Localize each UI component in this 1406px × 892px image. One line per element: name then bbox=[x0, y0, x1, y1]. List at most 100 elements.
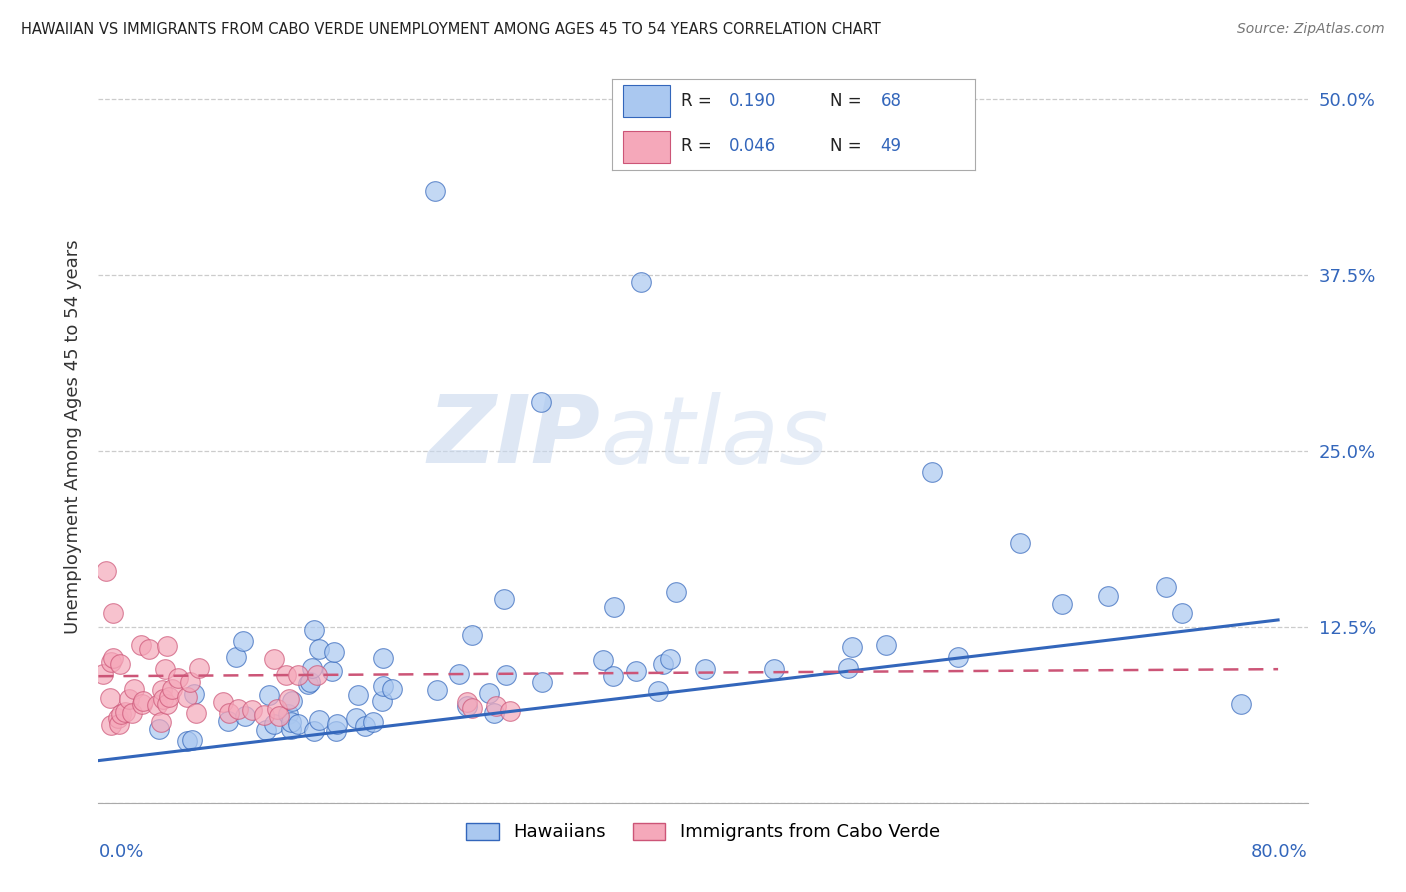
Point bbox=[763, 662, 786, 676]
Point bbox=[530, 675, 553, 690]
Text: Source: ZipAtlas.com: Source: ZipAtlas.com bbox=[1237, 22, 1385, 37]
Point bbox=[114, 705, 136, 719]
Point bbox=[624, 664, 647, 678]
Point bbox=[361, 715, 384, 730]
Point bbox=[176, 734, 198, 748]
Point bbox=[150, 715, 173, 730]
Point bbox=[461, 700, 484, 714]
Point bbox=[530, 395, 553, 409]
Point bbox=[602, 668, 624, 682]
Point bbox=[129, 638, 152, 652]
Point bbox=[492, 592, 515, 607]
Point bbox=[307, 668, 329, 682]
Point bbox=[281, 693, 304, 707]
Y-axis label: Unemployment Among Ages 45 to 54 years: Unemployment Among Ages 45 to 54 years bbox=[63, 240, 82, 634]
Point bbox=[217, 714, 239, 728]
Point bbox=[1154, 580, 1177, 594]
Point bbox=[485, 699, 508, 714]
Point bbox=[121, 706, 143, 720]
Point bbox=[267, 708, 290, 723]
Point bbox=[132, 693, 155, 707]
Point bbox=[651, 657, 673, 671]
Point bbox=[100, 655, 122, 669]
Point bbox=[647, 684, 669, 698]
Point bbox=[280, 715, 302, 730]
Point bbox=[184, 706, 207, 720]
Point bbox=[179, 675, 201, 690]
Point bbox=[298, 674, 321, 689]
Point bbox=[301, 661, 323, 675]
Point bbox=[145, 698, 167, 712]
Point bbox=[91, 666, 114, 681]
Point bbox=[138, 641, 160, 656]
Point bbox=[308, 713, 330, 727]
Point bbox=[665, 585, 688, 599]
Point bbox=[157, 690, 180, 705]
Point bbox=[280, 722, 302, 736]
Point bbox=[603, 600, 626, 615]
Point bbox=[354, 719, 377, 733]
Point bbox=[254, 723, 277, 738]
Point bbox=[253, 707, 276, 722]
Point bbox=[94, 564, 117, 578]
Point bbox=[456, 695, 478, 709]
Point bbox=[107, 711, 129, 725]
Point bbox=[495, 668, 517, 682]
Point bbox=[277, 706, 299, 721]
Point bbox=[152, 691, 174, 706]
Point bbox=[693, 662, 716, 676]
Point bbox=[371, 651, 394, 665]
Point bbox=[841, 640, 863, 655]
Point bbox=[921, 465, 943, 479]
Point bbox=[659, 652, 682, 666]
Point bbox=[308, 642, 330, 657]
Point bbox=[176, 690, 198, 705]
Point bbox=[423, 184, 446, 198]
Point bbox=[278, 691, 301, 706]
Point bbox=[325, 723, 347, 738]
Point bbox=[263, 716, 285, 731]
Point bbox=[323, 645, 346, 659]
Point bbox=[232, 634, 254, 648]
Point bbox=[302, 723, 325, 738]
Point bbox=[482, 706, 505, 720]
Text: HAWAIIAN VS IMMIGRANTS FROM CABO VERDE UNEMPLOYMENT AMONG AGES 45 TO 54 YEARS CO: HAWAIIAN VS IMMIGRANTS FROM CABO VERDE U… bbox=[21, 22, 880, 37]
Point bbox=[1008, 535, 1031, 549]
Point bbox=[263, 652, 285, 666]
Point bbox=[630, 276, 652, 290]
Point bbox=[346, 688, 368, 702]
Point bbox=[160, 681, 183, 696]
Point bbox=[187, 660, 209, 674]
Text: ZIP: ZIP bbox=[427, 391, 600, 483]
Point bbox=[456, 699, 478, 714]
Point bbox=[875, 638, 897, 652]
Point bbox=[257, 689, 280, 703]
Point bbox=[183, 687, 205, 701]
Point bbox=[156, 697, 179, 711]
Point bbox=[1230, 698, 1253, 712]
Point bbox=[166, 671, 188, 685]
Point bbox=[287, 716, 309, 731]
Point bbox=[1097, 589, 1119, 603]
Point bbox=[478, 686, 501, 700]
Point bbox=[152, 682, 174, 697]
Point bbox=[287, 667, 309, 681]
Point bbox=[101, 651, 124, 665]
Point bbox=[321, 664, 343, 678]
Point bbox=[499, 704, 522, 718]
Point bbox=[108, 717, 131, 731]
Point bbox=[592, 653, 614, 667]
Point bbox=[98, 691, 121, 706]
Point bbox=[371, 679, 394, 693]
Point bbox=[122, 682, 145, 697]
Point bbox=[297, 677, 319, 691]
Point bbox=[211, 695, 233, 709]
Point bbox=[148, 722, 170, 736]
Text: atlas: atlas bbox=[600, 392, 828, 483]
Point bbox=[1052, 597, 1074, 611]
Text: 0.0%: 0.0% bbox=[98, 843, 143, 861]
Point bbox=[425, 682, 447, 697]
Point bbox=[226, 702, 249, 716]
Point bbox=[344, 711, 367, 725]
Point bbox=[118, 692, 141, 706]
